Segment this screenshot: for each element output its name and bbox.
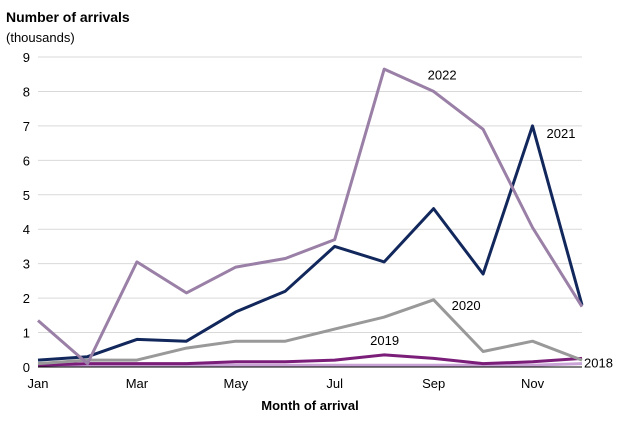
x-tick-label: Jul xyxy=(326,376,343,391)
y-tick-label: 5 xyxy=(23,188,30,203)
y-tick-label: 1 xyxy=(23,326,30,341)
series-line-2018 xyxy=(38,362,583,367)
y-tick-label: 8 xyxy=(23,84,30,99)
y-axis-title: Number of arrivals xyxy=(6,9,130,25)
series-label-2022: 2022 xyxy=(428,67,457,82)
y-tick-label: 3 xyxy=(23,257,30,272)
x-tick-label: Nov xyxy=(521,376,545,391)
series-labels: 2018 2019 2020 2021 2022 xyxy=(370,67,613,370)
series-label-2021: 2021 xyxy=(547,126,576,141)
series-line-2022 xyxy=(37,67,584,366)
x-tick-labels: Jan Mar May Jul Sep Nov xyxy=(28,376,545,391)
series-label-2019: 2019 xyxy=(370,333,399,348)
series-line-2021 xyxy=(37,124,584,362)
x-axis-title: Month of arrival xyxy=(261,398,359,413)
y-tick-labels: 0 1 2 3 4 5 6 7 8 9 xyxy=(23,50,30,375)
series-lines xyxy=(37,67,584,367)
y-tick-label: 0 xyxy=(23,360,30,375)
x-tick-label: May xyxy=(224,376,249,391)
series-line-2020 xyxy=(37,298,583,366)
series-line-2019 xyxy=(37,353,583,367)
x-tick-label: Sep xyxy=(422,376,445,391)
series-label-2020: 2020 xyxy=(452,298,481,313)
y-tick-label: 6 xyxy=(23,153,30,168)
x-tick-label: Jan xyxy=(28,376,49,391)
gridlines xyxy=(38,56,582,334)
y-tick-label: 9 xyxy=(23,50,30,65)
y-axis-subtitle: (thousands) xyxy=(6,30,75,45)
y-tick-label: 2 xyxy=(23,291,30,306)
x-tick-label: Mar xyxy=(126,376,149,391)
y-tick-label: 4 xyxy=(23,222,30,237)
series-label-2018: 2018 xyxy=(584,356,613,371)
y-tick-label: 7 xyxy=(23,119,30,134)
